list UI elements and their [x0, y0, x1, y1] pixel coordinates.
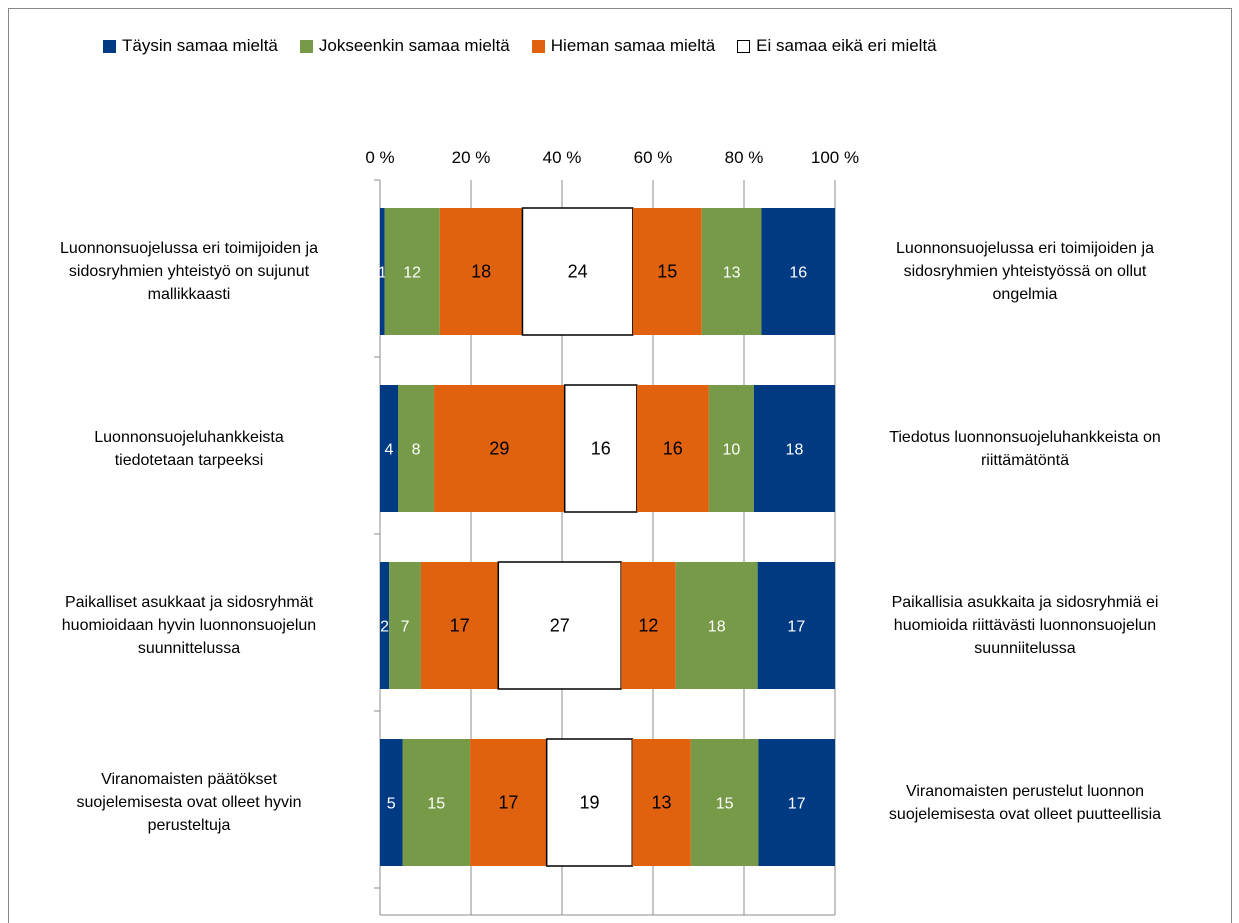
x-tick-label: 20 % — [451, 148, 491, 167]
data-label: 2 — [380, 619, 389, 636]
bar-segment — [380, 385, 399, 512]
data-label: 4 — [385, 442, 394, 459]
data-label: 8 — [412, 442, 421, 459]
x-tick-label: 60 % — [633, 148, 673, 167]
bar-segment — [389, 562, 421, 689]
bar-segment — [753, 385, 835, 512]
legend-item-hieman: Hieman samaa mieltä — [531, 36, 716, 56]
legend-swatch-taysin — [103, 39, 116, 53]
legend-swatch-hieman — [531, 39, 545, 53]
data-label: 7 — [401, 619, 410, 636]
data-label: 24 — [568, 262, 588, 282]
bar-segment — [380, 208, 385, 335]
legend-label-hieman: Hieman samaa mieltä — [550, 36, 716, 55]
legend-label-taysin: Täysin samaa mieltä — [122, 36, 278, 55]
data-label: 17 — [450, 616, 470, 636]
bar-segment — [632, 739, 691, 866]
data-label: 16 — [663, 439, 683, 459]
bar-segment — [402, 739, 471, 866]
bar-segment — [621, 562, 676, 689]
x-tick-label: 80 % — [724, 148, 764, 167]
data-label: 15 — [657, 262, 677, 282]
category-right-label: Tiedotus luonnonsuojeluhankkeista on rii… — [889, 428, 1161, 469]
bar-segment — [701, 208, 762, 335]
data-label: 13 — [723, 265, 741, 282]
data-label: 5 — [387, 796, 396, 813]
category-left-label: Luonnonsuojeluhankkeista tiedotetaan tar… — [94, 428, 284, 469]
x-tick-label: 0 % — [365, 148, 395, 167]
bar-segment — [675, 562, 758, 689]
bar-segment — [757, 562, 835, 689]
bar-segment — [398, 385, 435, 512]
bar-segment — [521, 207, 634, 336]
category-right-label: Viranomaisten perustelut luonnon suojele… — [888, 782, 1162, 823]
bar-segment — [439, 208, 523, 335]
data-label: 19 — [579, 793, 599, 813]
bar-segment — [758, 739, 835, 866]
bar-segment — [384, 208, 440, 335]
bar-segment — [761, 208, 835, 335]
bar-segment — [497, 561, 622, 690]
chart-legend: Täysin samaa mieltä Jokseenkin samaa mie… — [103, 34, 959, 58]
data-label: 18 — [471, 262, 491, 282]
bar-segment — [632, 208, 702, 335]
data-label: 18 — [708, 619, 726, 636]
legend-label-ei: Ei samaa eikä eri mieltä — [756, 36, 937, 55]
data-label: 1 — [378, 265, 387, 282]
data-label: 12 — [638, 616, 658, 636]
bar-segment — [545, 738, 634, 867]
bar-segment — [563, 384, 638, 513]
legend-item-jokseenkin: Jokseenkin samaa mieltä — [299, 36, 510, 56]
bar-segment — [636, 385, 709, 512]
bar-segment — [420, 562, 499, 689]
data-label: 17 — [787, 619, 805, 636]
data-label: 17 — [498, 793, 518, 813]
data-label: 12 — [403, 265, 421, 282]
x-tick-label: 40 % — [542, 148, 582, 167]
data-label: 29 — [489, 439, 509, 459]
legend-swatch-ei — [737, 39, 751, 53]
category-right-label: Luonnonsuojelussa eri toimijoiden ja sid… — [896, 240, 1154, 303]
legend-label-jokseenkin: Jokseenkin samaa mieltä — [318, 36, 510, 55]
bar-segment — [434, 385, 565, 512]
data-label: 16 — [591, 439, 611, 459]
bar-segment — [380, 562, 390, 689]
category-right-label: Paikallisia asukkaita ja sidosryhmiä ei … — [891, 594, 1159, 657]
x-tick-label: 100 % — [810, 148, 860, 167]
bar-segment — [690, 739, 759, 866]
data-label: 15 — [716, 796, 734, 813]
data-label: 16 — [789, 265, 807, 282]
legend-swatch-jokseenkin — [299, 39, 313, 53]
data-label: 18 — [786, 442, 804, 459]
bar-segment — [380, 739, 403, 866]
legend-item-ei: Ei samaa eikä eri mieltä — [737, 36, 937, 56]
data-label: 13 — [652, 793, 672, 813]
data-label: 17 — [788, 796, 806, 813]
category-left-label: Viranomaisten päätökset suojelemisesta o… — [76, 771, 302, 834]
category-left-label: Luonnonsuojelussa eri toimijoiden ja sid… — [60, 240, 318, 303]
legend-item-taysin: Täysin samaa mieltä — [103, 36, 278, 56]
data-label: 27 — [550, 616, 570, 636]
bar-segment — [470, 739, 547, 866]
chart-frame — [8, 8, 1232, 923]
category-left-label: Paikalliset asukkaat ja sidosryhmät huom… — [61, 594, 317, 657]
data-label: 10 — [722, 442, 740, 459]
data-label: 15 — [427, 796, 445, 813]
bar-segment — [708, 385, 754, 512]
